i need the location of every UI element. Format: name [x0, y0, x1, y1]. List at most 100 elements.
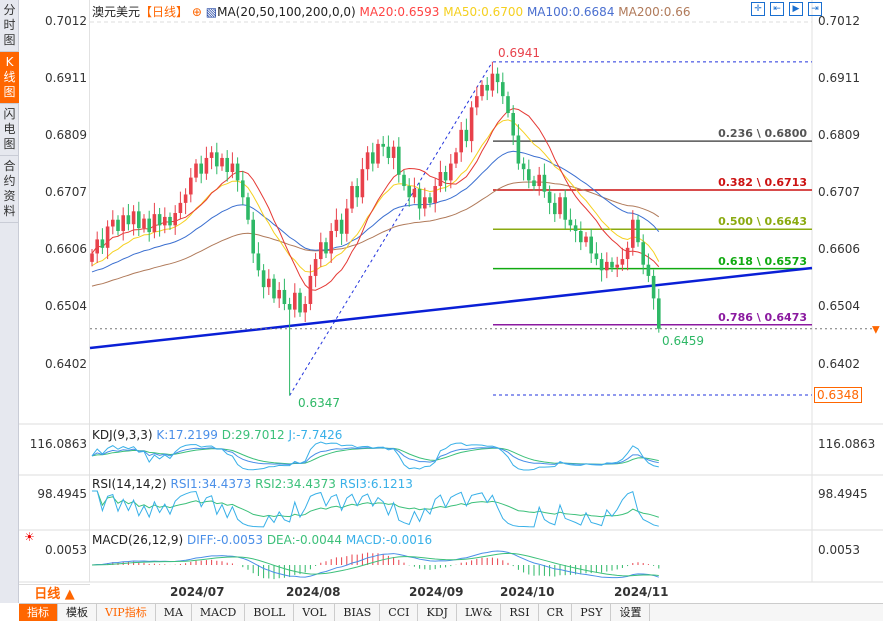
- candle-body: [329, 230, 333, 254]
- indicator-tab[interactable]: BOLL: [245, 604, 295, 621]
- ma50-value: MA50:0.6700: [443, 5, 524, 19]
- kdj-legend: KDJ(9,3,3) K:17.2199 D:29.7012 J:-7.7426: [92, 428, 342, 442]
- candle-body: [345, 208, 349, 234]
- price-label-right: 0.6402: [818, 356, 860, 371]
- candle-body: [428, 197, 432, 203]
- candle-body: [137, 211, 141, 229]
- candle-body: [469, 107, 474, 142]
- candle-body: [339, 219, 344, 234]
- candle-body: [350, 186, 354, 209]
- price-marker: 0.6348: [814, 387, 862, 403]
- candle-body: [449, 163, 453, 181]
- ma20-line: [91, 108, 660, 291]
- candle-body: [251, 219, 255, 254]
- indicator-tab[interactable]: PSY: [572, 604, 612, 621]
- candle-body: [324, 242, 328, 254]
- candle-body: [215, 152, 219, 167]
- indicator-tab[interactable]: 设置: [611, 604, 651, 621]
- indicator-tab[interactable]: MA: [156, 604, 192, 621]
- goto-end-icon[interactable]: ⇥: [808, 2, 822, 16]
- period-selector[interactable]: 日线 ▲: [19, 584, 90, 603]
- zoom-range-icon[interactable]: ⇤: [770, 2, 784, 16]
- indicator-tab[interactable]: MACD: [192, 604, 246, 621]
- tab-kline[interactable]: K线图: [0, 52, 19, 104]
- symbol-name: 澳元美元: [92, 5, 141, 19]
- candle-body: [199, 163, 203, 174]
- candle-body: [417, 188, 422, 209]
- indicator-tab[interactable]: 模板: [58, 604, 97, 621]
- candle-body: [459, 129, 463, 153]
- rsi-axis-right: 98.4945: [818, 487, 868, 501]
- price-label-left: 0.6911: [45, 70, 87, 85]
- candle-body: [438, 171, 443, 187]
- candle-body: [516, 135, 521, 164]
- view-sidebar: 分时图 K线图 闪电图 合约资料: [0, 0, 19, 603]
- indicator-tab[interactable]: BIAS: [335, 604, 381, 621]
- candle-body: [230, 163, 235, 172]
- indicator-tab[interactable]: KDJ: [418, 604, 457, 621]
- ma100-line: [91, 150, 660, 273]
- candle-body: [204, 157, 209, 174]
- candle-body: [246, 197, 250, 220]
- tab-flash[interactable]: 闪电图: [0, 104, 19, 156]
- candle-body: [90, 253, 94, 262]
- macd-hist: MACD:-0.0016: [345, 533, 433, 547]
- macd-legend: MACD(26,12,9) DIFF:-0.0053 DEA:-0.0044 M…: [92, 533, 432, 547]
- indicator-tab[interactable]: 指标: [19, 604, 58, 621]
- fib-level-label: 0.382 \ 0.6713: [718, 175, 807, 189]
- candle-body: [397, 146, 401, 175]
- indicator-tab[interactable]: CR: [539, 604, 573, 621]
- rsi2-line: [92, 490, 659, 518]
- candle-body: [631, 219, 635, 248]
- candle-body: [433, 186, 437, 203]
- alert-icon[interactable]: ☀: [24, 530, 35, 544]
- candle-body: [594, 253, 599, 260]
- candle-body: [355, 186, 359, 198]
- x-label: 2024/11: [614, 585, 669, 599]
- rsi-title: RSI(14,14,2): [92, 477, 167, 491]
- tab-contract-info[interactable]: 合约资料: [0, 156, 19, 223]
- macd-dea-line: [91, 552, 659, 577]
- indicator-tab[interactable]: VIP指标: [97, 604, 156, 621]
- x-label: 2024/09: [409, 585, 464, 599]
- candle-body: [605, 261, 609, 271]
- candle-body: [480, 84, 484, 97]
- candle-body: [573, 225, 578, 231]
- candle-body: [506, 96, 510, 114]
- indicator-chart-icon[interactable]: ▧: [205, 5, 218, 19]
- tab-timeshare[interactable]: 分时图: [0, 0, 19, 52]
- indicator-tab[interactable]: VOL: [294, 604, 336, 621]
- ma-params[interactable]: MA(20,50,100,200,0,0): [217, 5, 356, 19]
- macd-axis-right: 0.0053: [818, 543, 860, 557]
- rsi-axis-left: 98.4945: [37, 487, 87, 501]
- play-icon[interactable]: ▶: [789, 2, 803, 16]
- indicator-tab[interactable]: LW&: [457, 604, 502, 621]
- macd-axis-left: 0.0053: [45, 543, 87, 557]
- candle-body: [121, 215, 125, 231]
- candle-body: [371, 152, 375, 164]
- price-label-left: 0.6707: [45, 185, 87, 200]
- candle-body: [298, 292, 302, 313]
- rsi2: RSI2:34.4373: [255, 477, 336, 491]
- crosshair-tool-icon[interactable]: ✛: [751, 2, 765, 16]
- kdj-k: K:17.2199: [156, 428, 218, 442]
- candle-body: [532, 180, 536, 187]
- candle-body: [511, 113, 515, 136]
- indicator-tab[interactable]: RSI: [501, 604, 539, 621]
- candle-body: [142, 218, 146, 229]
- crosshair-icon[interactable]: ⊕: [191, 5, 202, 19]
- candle-body: [391, 146, 396, 158]
- kdj-j-line: [91, 441, 659, 471]
- rsi3-line: [92, 490, 659, 528]
- candle-body: [147, 218, 151, 233]
- candle-body: [527, 169, 531, 181]
- candle-body: [282, 289, 287, 305]
- candle-body: [293, 292, 297, 310]
- fib-level-label: 0.618 \ 0.6573: [718, 254, 807, 268]
- indicator-tab[interactable]: CCI: [380, 604, 419, 621]
- candle-body: [194, 163, 198, 178]
- candle-body: [641, 242, 645, 265]
- kdj-axis-right: 116.0863: [818, 437, 876, 451]
- candle-body: [303, 304, 307, 313]
